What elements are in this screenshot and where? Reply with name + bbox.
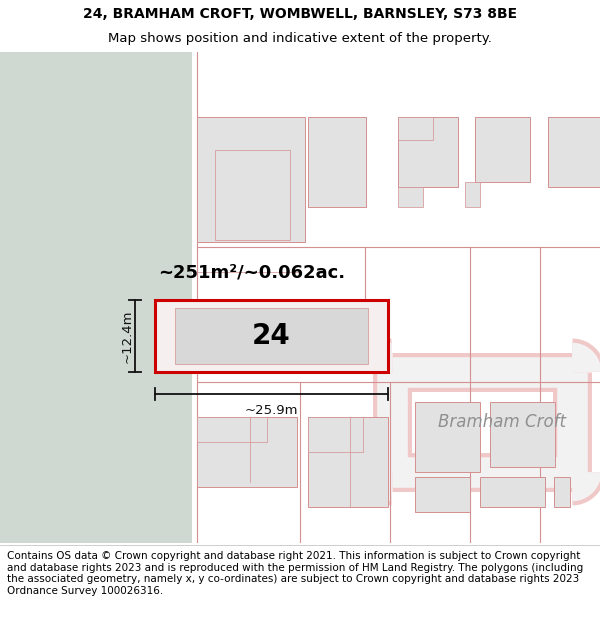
Bar — [308, 117, 366, 207]
Bar — [197, 417, 267, 442]
Bar — [155, 300, 388, 372]
Bar — [554, 477, 570, 507]
Bar — [197, 117, 305, 242]
Bar — [398, 117, 433, 140]
Bar — [415, 477, 470, 512]
Text: 24, BRAMHAM CROFT, WOMBWELL, BARNSLEY, S73 8BE: 24, BRAMHAM CROFT, WOMBWELL, BARNSLEY, S… — [83, 6, 517, 21]
Bar — [175, 308, 368, 364]
Bar — [215, 150, 290, 240]
Text: 24: 24 — [252, 322, 291, 350]
Bar — [475, 117, 530, 182]
Text: ~251m²/~0.062ac.: ~251m²/~0.062ac. — [158, 263, 345, 281]
Bar — [398, 187, 423, 207]
Text: Map shows position and indicative extent of the property.: Map shows position and indicative extent… — [108, 32, 492, 45]
Bar — [308, 417, 363, 452]
Bar — [197, 417, 297, 487]
Bar — [480, 477, 545, 507]
Text: ~25.9m: ~25.9m — [245, 404, 298, 417]
Text: ~12.4m: ~12.4m — [121, 309, 133, 362]
Bar — [0, 52, 192, 543]
Bar — [398, 117, 458, 187]
Text: Bramham Croft: Bramham Croft — [438, 413, 566, 431]
Bar — [415, 402, 480, 472]
Bar — [308, 417, 388, 507]
Bar — [155, 300, 388, 372]
Bar — [465, 182, 480, 207]
Bar — [548, 117, 600, 187]
Text: Contains OS data © Crown copyright and database right 2021. This information is : Contains OS data © Crown copyright and d… — [7, 551, 583, 596]
Bar — [490, 402, 555, 467]
